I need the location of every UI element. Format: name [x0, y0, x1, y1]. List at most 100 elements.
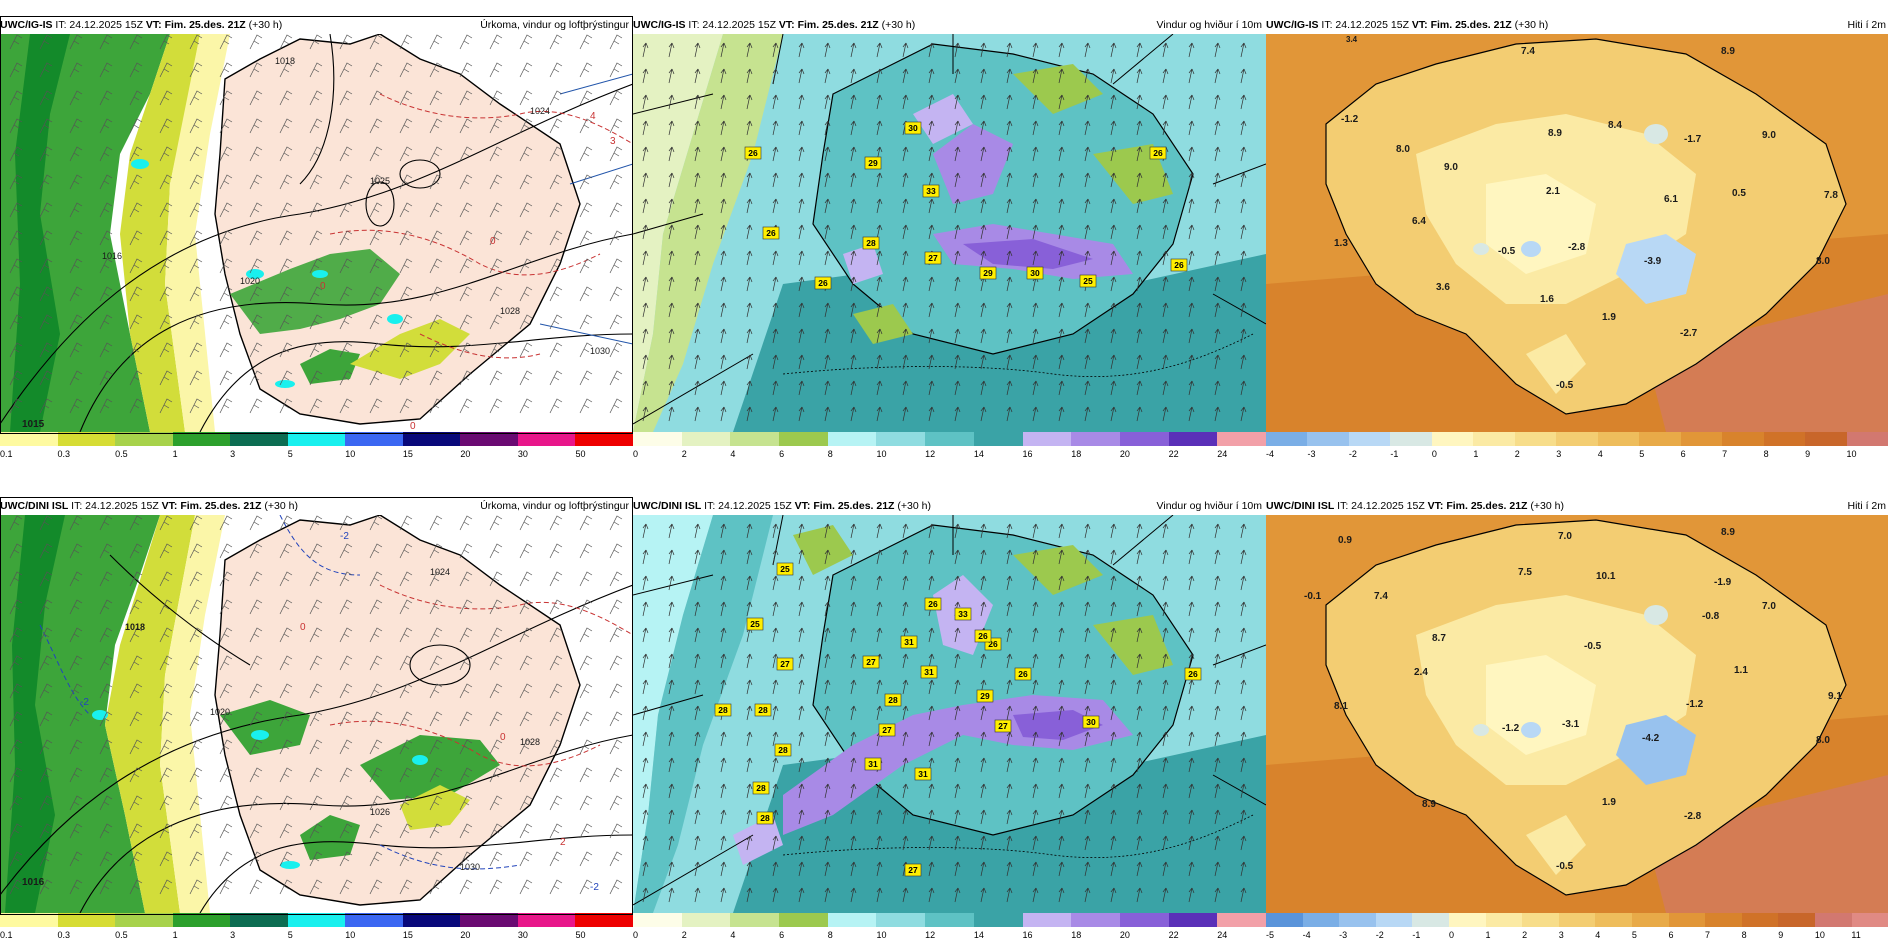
wind-barb [429, 795, 443, 811]
colorbar-tick-label: 18 [1071, 449, 1082, 459]
valid-time: VT: Fim. 25.des. 21Z [794, 500, 895, 512]
gust-value: 27 [928, 253, 938, 263]
precip-map[interactable]: 1016 1018 1020 1024 1026 1028 1030 -2 -2… [0, 515, 633, 913]
wind-arrow [876, 120, 883, 136]
wind-arrow [1084, 250, 1091, 266]
wind-arrow [642, 42, 649, 58]
temp-value: 2.1 [1546, 186, 1560, 197]
colorbar-swatch [517, 432, 576, 446]
temp-panel-top: UWC/IG-IS IT: 24.12.2025 15Z VT: Fim. 25… [1266, 16, 1900, 464]
wind-arrow [1136, 835, 1143, 851]
wind-arrow [1136, 757, 1143, 773]
temp-value: -0.5 [1556, 380, 1574, 391]
wind-barb [39, 34, 53, 50]
wind-arrow [1058, 705, 1065, 721]
wind-arrow [850, 757, 857, 773]
wind-arrow [1006, 172, 1013, 188]
wind-arrow [1214, 94, 1221, 110]
wind-barb [609, 851, 623, 867]
wind-arrow [772, 627, 779, 643]
wind-barb [549, 174, 563, 190]
wind-barb [519, 258, 533, 274]
gust-value: 29 [868, 158, 878, 168]
colorbar-swatch [1805, 432, 1847, 446]
wind-barb [9, 398, 23, 414]
wind-barb [489, 599, 503, 615]
wind-arrow [1214, 380, 1221, 396]
temperature-map[interactable]: 7.4 8.9 -1.2 8.0 9.0 8.9 8.4 -1.7 9.0 0.… [1266, 34, 1888, 432]
wind-arrow [1188, 601, 1195, 617]
wind-map[interactable]: 26 30 29 33 26 26 28 27 29 30 25 26 26 [633, 34, 1266, 432]
wind-barb [519, 627, 533, 643]
wind-barb [69, 398, 83, 414]
init-time: IT: 24.12.2025 15Z [1337, 500, 1425, 512]
wind-barb [459, 851, 473, 867]
wind-barb [309, 146, 323, 162]
wind-barb [39, 90, 53, 106]
temp-value: 0.9 [1338, 535, 1352, 546]
wind-arrow [720, 809, 727, 825]
wind-barb [129, 515, 143, 531]
wind-arrow [850, 705, 857, 721]
wind-arrow [954, 549, 961, 565]
wind-arrow [850, 783, 857, 799]
model-name: UWC/DINI ISL [1266, 500, 1335, 512]
wind-arrow [668, 783, 675, 799]
wind-arrow [668, 42, 675, 58]
wind-arrow [746, 575, 753, 591]
wind-barb [459, 370, 473, 386]
wind-arrow [824, 861, 831, 877]
precip-map[interactable]: 1015 1016 1018 1020 1024 1025 1028 1030 … [0, 34, 633, 432]
wind-arrow [694, 757, 701, 773]
wind-arrow [772, 809, 779, 825]
wind-barb [399, 683, 413, 699]
temp-value: -0.5 [1556, 861, 1574, 872]
wind-arrow [824, 523, 831, 539]
colorbar-swatch [876, 432, 926, 446]
panel-title: Úrkoma, vindur og loftþrýstingur [480, 19, 629, 31]
isobar-label: 1020 [240, 276, 260, 286]
wind-barb [399, 879, 413, 895]
wind-arrow [850, 250, 857, 266]
wind-arrow [1162, 406, 1169, 422]
wind-barb [399, 543, 413, 559]
colorbar-swatch [230, 432, 288, 446]
wind-map[interactable]: 25 25 27 28 28 26 33 26 26 31 27 31 29 28 28 27 28 31 31 30… [633, 515, 1266, 913]
wind-barb [39, 683, 53, 699]
wind-arrow [1032, 328, 1039, 344]
wind-arrow [668, 68, 675, 84]
wind-barb [609, 314, 623, 330]
wind-arrow [850, 679, 857, 695]
wind-barb [159, 683, 173, 699]
wind-barb [339, 398, 353, 414]
wind-barb [279, 34, 293, 50]
wind-arrow [1214, 757, 1221, 773]
wind-barb [339, 543, 353, 559]
wind-barb [369, 627, 383, 643]
wind-barb [249, 370, 263, 386]
wind-arrow [746, 809, 753, 825]
wind-arrow [928, 523, 935, 539]
wind-arrow [1084, 94, 1091, 110]
wind-arrow [668, 601, 675, 617]
colorbar-swatch [1473, 432, 1515, 446]
wind-arrow [772, 575, 779, 591]
wind-arrow [746, 653, 753, 669]
wind-arrow [1006, 861, 1013, 877]
wind-barb [309, 370, 323, 386]
wind-arrow [980, 887, 987, 903]
wind-arrow [720, 120, 727, 136]
wind-barb [609, 90, 623, 106]
colorbar-tick-label: 0 [1431, 449, 1437, 459]
temperature-map[interactable]: 0.9 7.0 8.9 7.5 10.1 -1.9 -0.1 7.4 7.0 8… [1266, 515, 1888, 913]
temp-value: 9.1 [1828, 691, 1842, 702]
wind-arrow [1214, 302, 1221, 318]
wind-barb [399, 655, 413, 671]
colorbar-tick-label: 9 [1805, 449, 1811, 459]
wind-arrow [902, 679, 909, 695]
wind-barb [189, 398, 203, 414]
temp-value: 8.9 [1721, 46, 1735, 57]
wind-barb [489, 202, 503, 218]
wind-arrow [1110, 328, 1117, 344]
wind-arrow [772, 783, 779, 799]
